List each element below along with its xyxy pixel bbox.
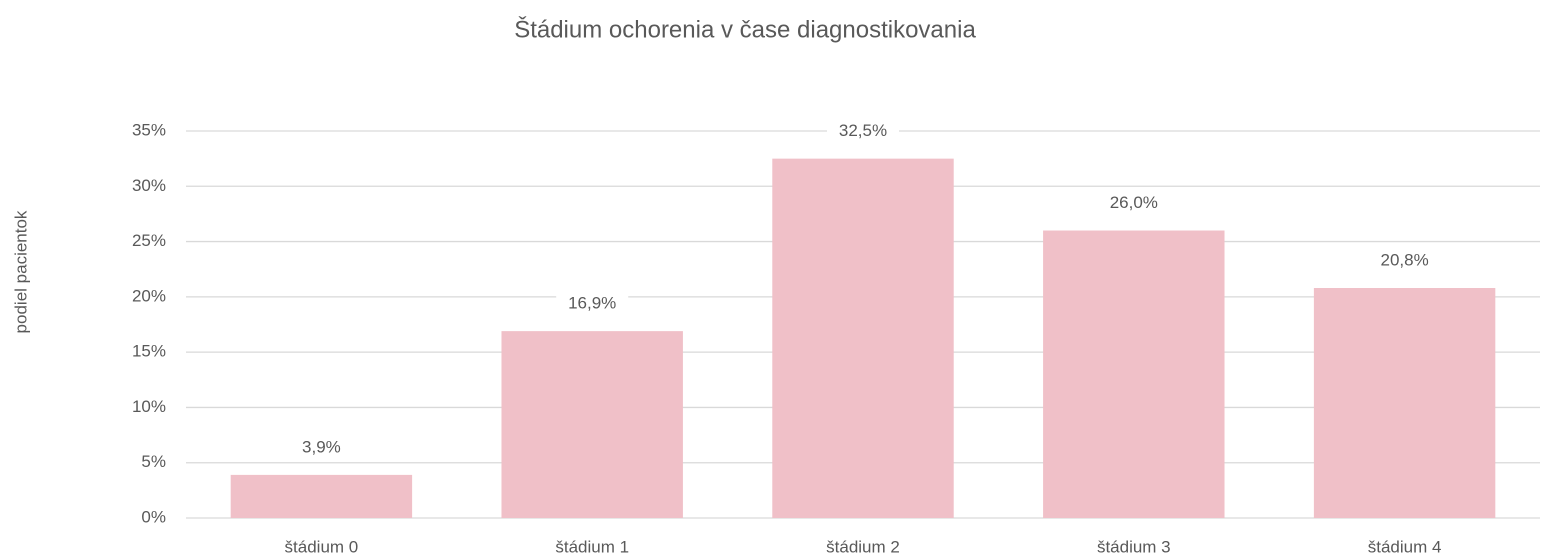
- value-label: 32,5%: [839, 121, 887, 140]
- bar: [501, 331, 683, 518]
- value-label: 20,8%: [1380, 250, 1428, 269]
- value-label-bg: [827, 117, 899, 146]
- y-tick-label: 25%: [132, 231, 166, 250]
- y-tick-label: 10%: [132, 397, 166, 416]
- x-tick-label: štádium 2: [826, 537, 900, 556]
- x-tick-label: štádium 1: [555, 537, 629, 556]
- bar: [772, 158, 954, 518]
- value-label-bg: [1368, 247, 1441, 276]
- y-tick-label: 20%: [132, 286, 166, 305]
- bar: [1043, 230, 1225, 518]
- bar: [1313, 288, 1496, 518]
- y-tick-label: 35%: [132, 120, 166, 139]
- x-tick-label: štádium 3: [1097, 537, 1171, 556]
- x-tick-label: štádium 4: [1368, 537, 1442, 556]
- y-tick-label: 15%: [132, 342, 166, 361]
- value-label-bg: [1097, 189, 1170, 218]
- value-label: 3,9%: [302, 437, 341, 456]
- y-tick-label: 30%: [132, 176, 166, 195]
- y-tick-label: 0%: [141, 507, 166, 526]
- bar: [230, 474, 413, 518]
- y-axis-label: podiel pacientok: [11, 210, 30, 333]
- value-label: 26,0%: [1110, 193, 1158, 212]
- value-label-bg: [285, 433, 358, 462]
- chart-title: Štádium ochorenia v čase diagnostikovani…: [514, 15, 976, 43]
- y-tick-label: 5%: [141, 452, 166, 471]
- x-tick-label: štádium 0: [285, 537, 359, 556]
- value-label: 16,9%: [568, 294, 616, 313]
- value-label-bg: [556, 290, 629, 319]
